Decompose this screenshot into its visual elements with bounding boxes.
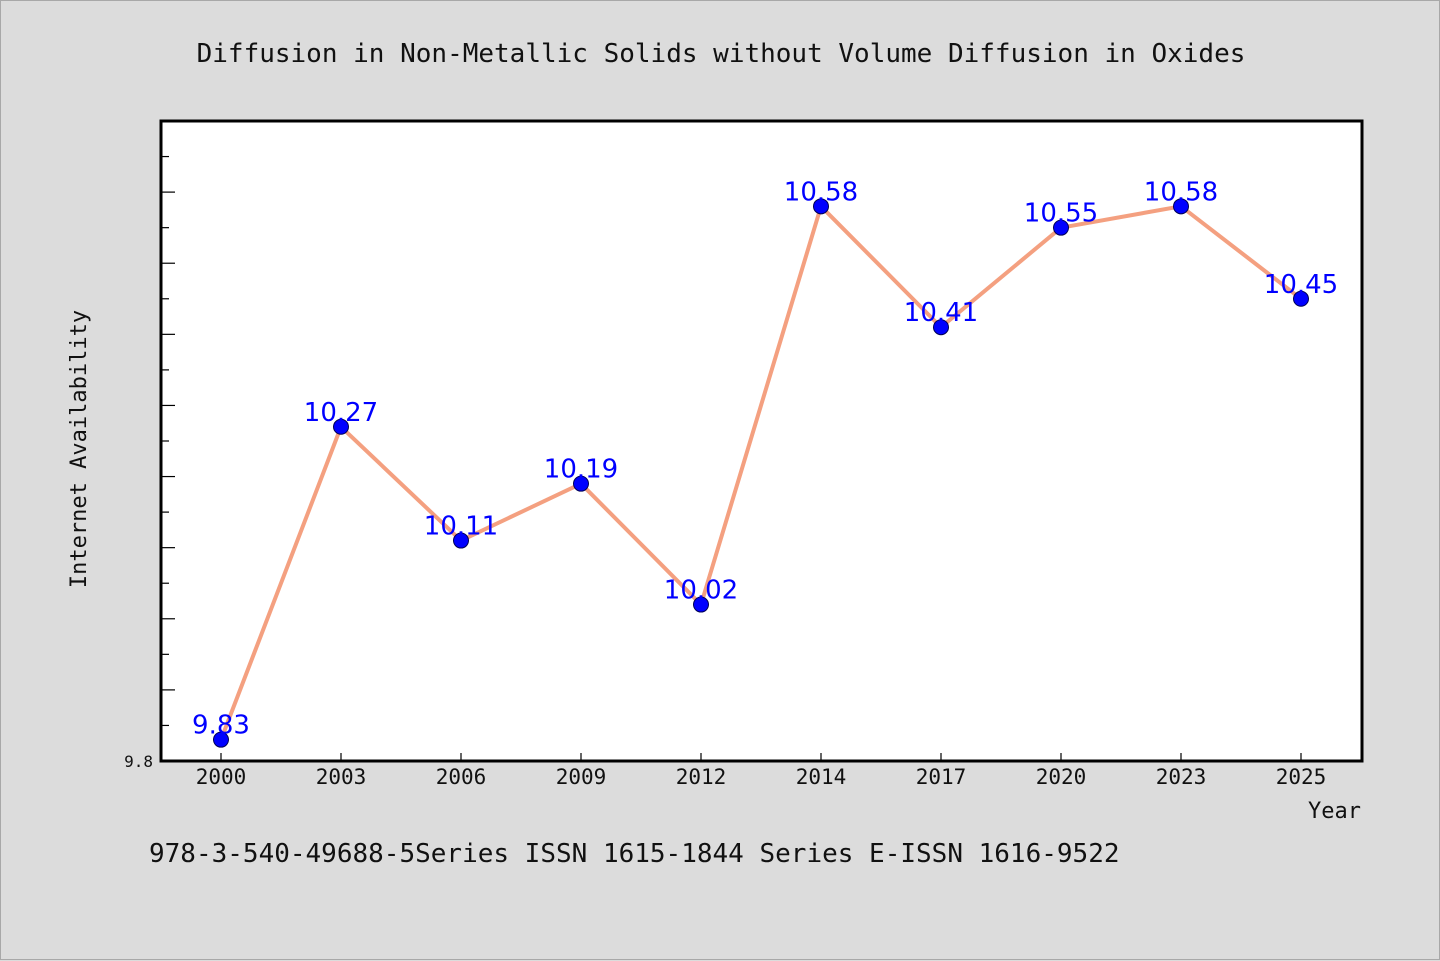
data-point xyxy=(213,731,229,748)
data-point xyxy=(453,532,469,549)
data-label: 10.11 xyxy=(424,512,498,542)
series-line xyxy=(219,204,1303,742)
data-label: 10.58 xyxy=(1144,177,1218,207)
data-point xyxy=(1293,290,1309,307)
data-point xyxy=(573,475,589,492)
data-label: 10.41 xyxy=(904,298,978,328)
data-label: 10.58 xyxy=(784,177,858,207)
data-label: 10.55 xyxy=(1024,199,1098,229)
data-point xyxy=(813,198,829,215)
data-label: 10.27 xyxy=(304,398,378,428)
chart-title: Diffusion in Non-Metallic Solids without… xyxy=(197,39,1246,69)
x-tick-label: 2020 xyxy=(1036,765,1087,789)
footer-text: 978-3-540-49688-5Series ISSN 1615-1844 S… xyxy=(149,839,1120,869)
x-tick-label: 2006 xyxy=(436,765,487,789)
x-tick-label: 2023 xyxy=(1156,765,1207,789)
y-tick-labels: 9.8 xyxy=(124,752,153,771)
data-labels: 9.83 10.27 10.11 10.19 10.02 10.58 10.41 10.55 1… xyxy=(192,177,1338,740)
x-tick-labels: 2000 2003 2006 2009 2012 2014 2017 2020 2023 2025 xyxy=(196,765,1327,789)
data-point xyxy=(333,418,349,435)
data-label: 9.83 xyxy=(192,711,250,741)
data-label: 10.02 xyxy=(664,576,738,606)
data-point xyxy=(1053,219,1069,236)
x-tick-label: 2025 xyxy=(1276,765,1327,789)
data-label: 10.45 xyxy=(1264,270,1338,300)
y-axis-label: Internet Availability xyxy=(67,310,92,588)
plot-area xyxy=(161,121,1362,761)
data-point xyxy=(693,596,709,613)
x-tick-label: 2000 xyxy=(196,765,247,789)
x-tick-label: 2009 xyxy=(556,765,607,789)
data-point xyxy=(1173,198,1189,215)
series-markers xyxy=(213,198,1309,748)
plot-border xyxy=(159,119,1364,763)
x-axis-label: Year xyxy=(1308,799,1361,824)
x-tick-label: 2014 xyxy=(796,765,847,789)
x-tick-label: 2017 xyxy=(916,765,967,789)
x-tick-label: 2012 xyxy=(676,765,727,789)
y-tick-label: 9.8 xyxy=(124,752,153,771)
data-point xyxy=(933,319,949,336)
x-tick-label: 2003 xyxy=(316,765,367,789)
data-label: 10.19 xyxy=(544,455,618,485)
